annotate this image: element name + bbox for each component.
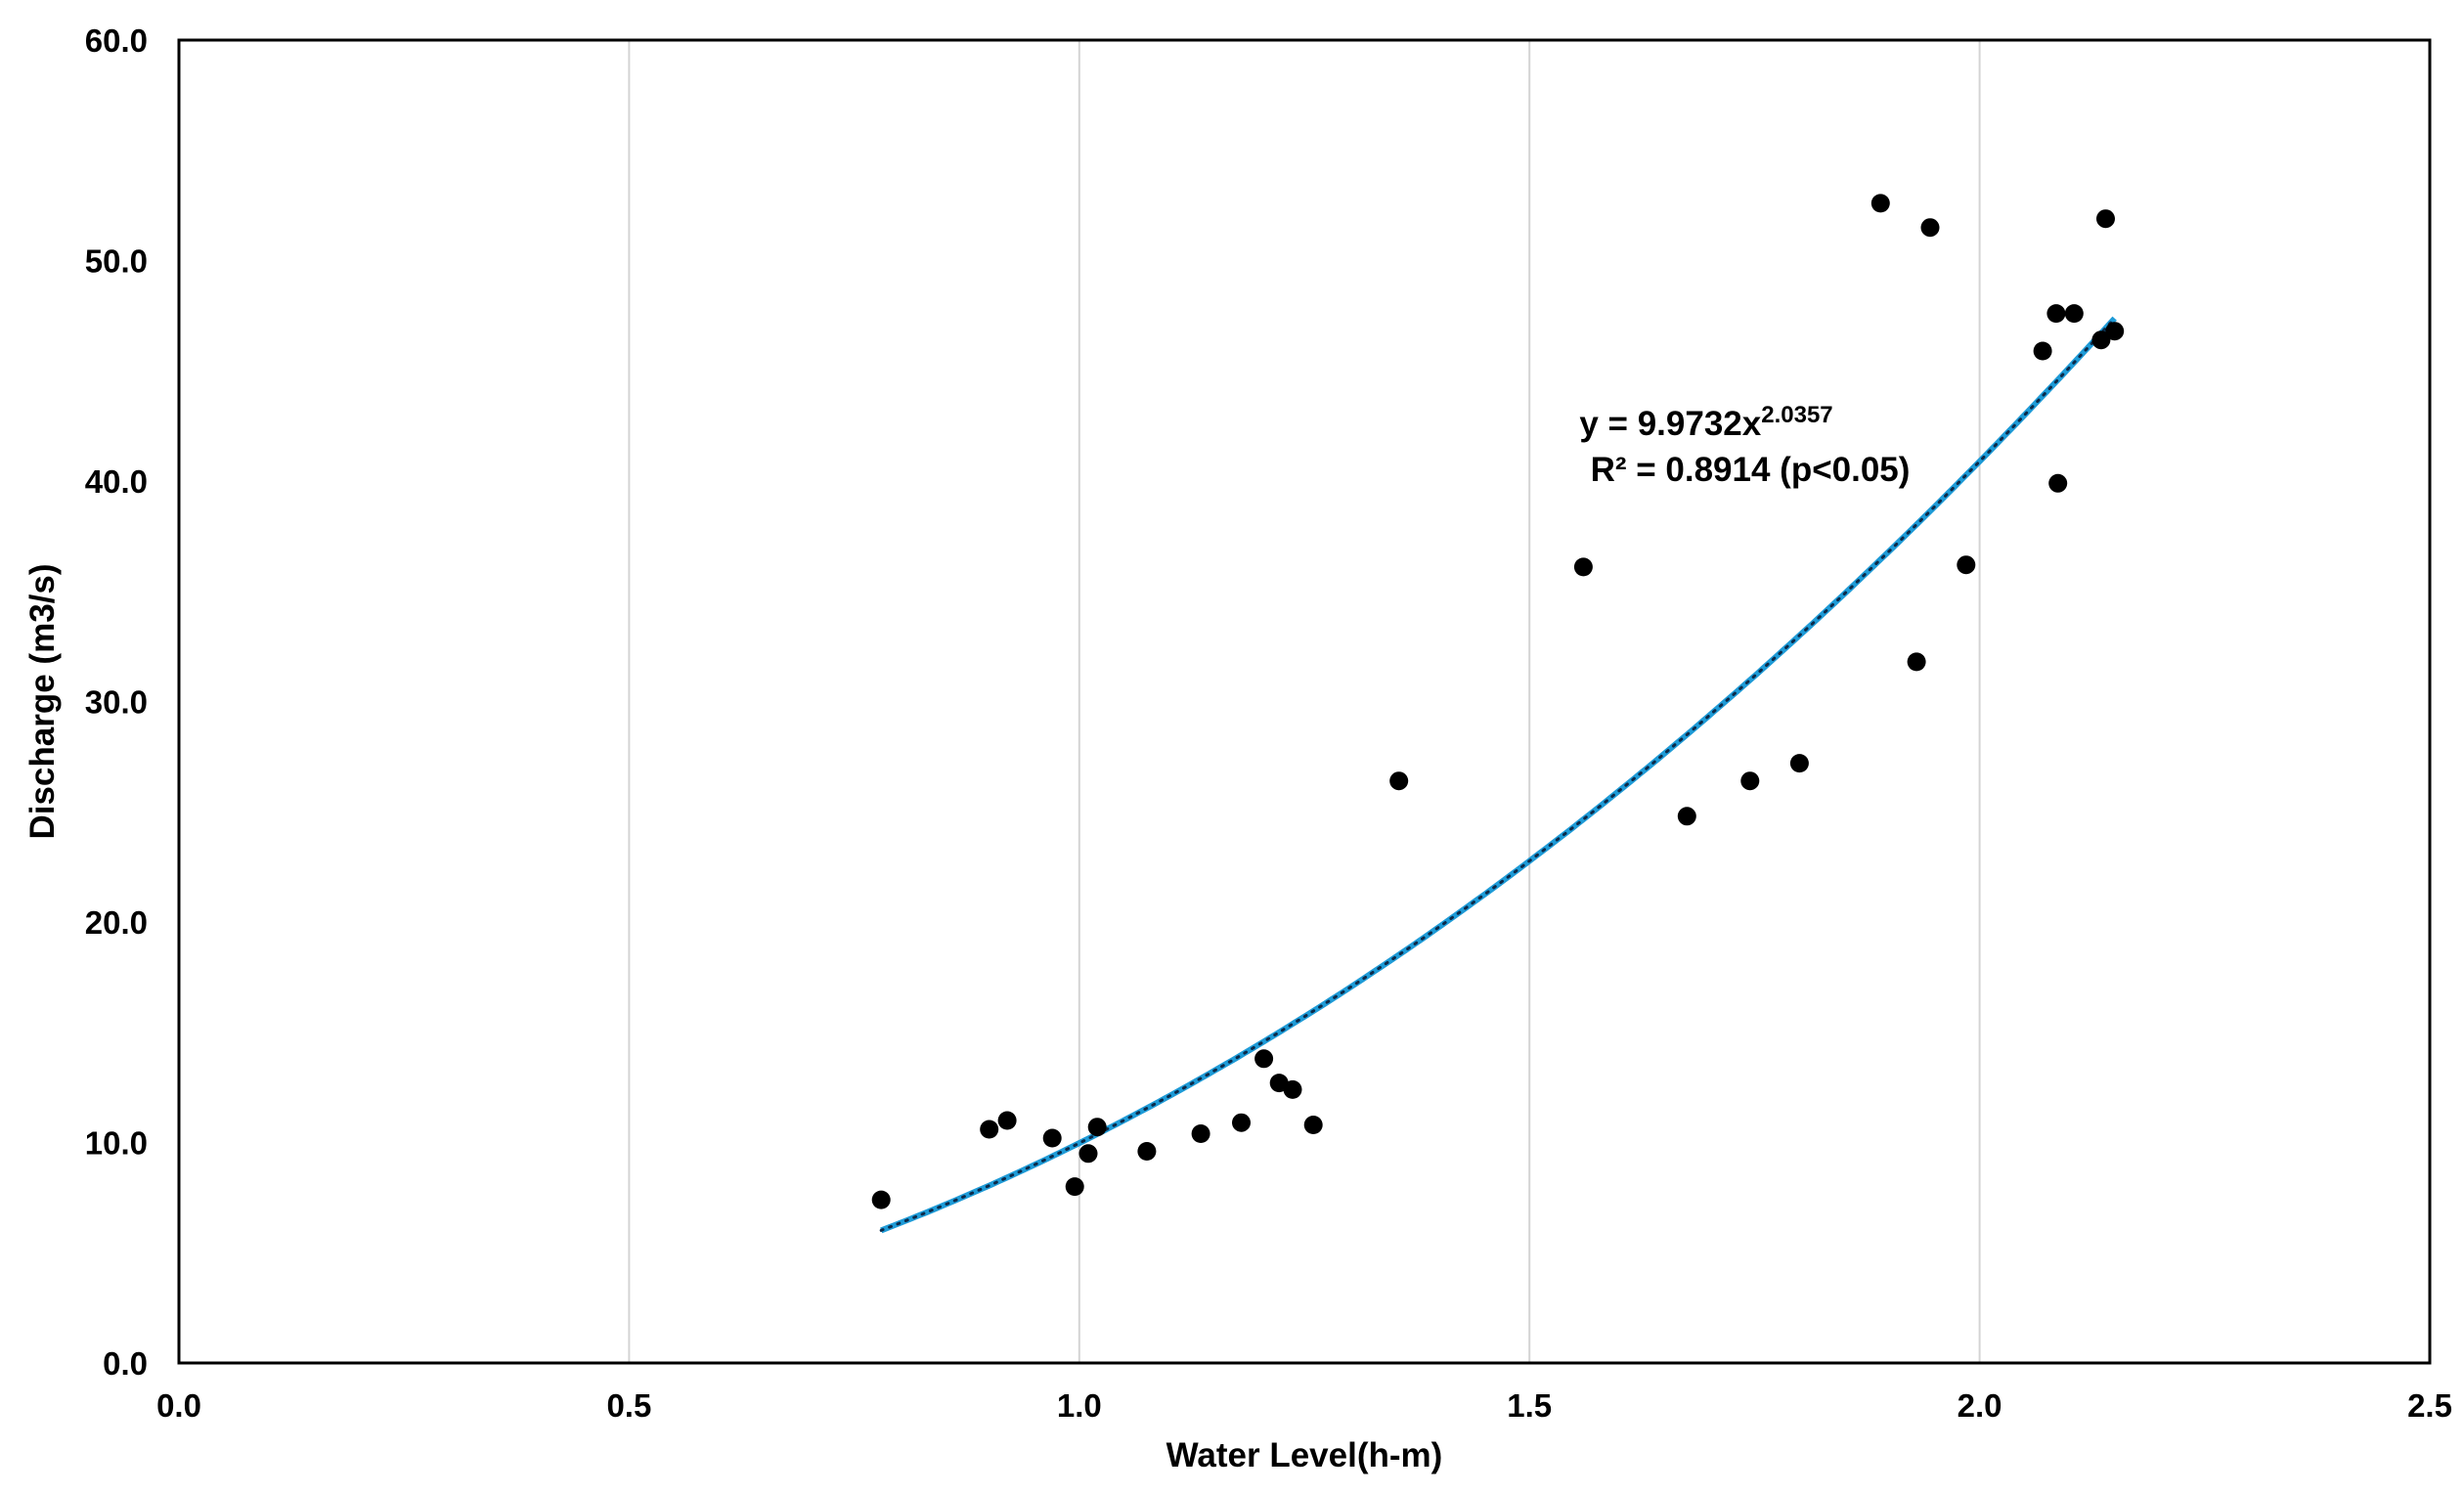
y-tick-label: 10.0 xyxy=(85,1125,148,1162)
data-point-10 xyxy=(1232,1113,1251,1132)
data-point-25 xyxy=(2046,304,2066,324)
y-tick-label: 30.0 xyxy=(85,684,148,721)
x-tick-label: 2.5 xyxy=(2407,1387,2452,1424)
data-points xyxy=(871,194,2125,1209)
data-point-26 xyxy=(2048,473,2068,493)
x-tick-label: 1.5 xyxy=(1507,1387,1552,1424)
y-axis-title: Discharge (m3/s) xyxy=(23,563,62,839)
data-point-7 xyxy=(1087,1118,1107,1137)
y-tick-label: 40.0 xyxy=(85,463,148,500)
data-point-24 xyxy=(2033,341,2052,361)
data-point-14 xyxy=(1303,1116,1323,1134)
data-point-5 xyxy=(1065,1177,1084,1197)
trendline-equation: y = 9.9732x2.0357 xyxy=(1579,402,1832,443)
data-point-18 xyxy=(1740,771,1760,791)
trendline-r-squared: R² = 0.8914 (p<0.05) xyxy=(1591,451,1911,489)
data-point-8 xyxy=(1137,1142,1157,1161)
data-point-11 xyxy=(1254,1049,1274,1069)
data-point-22 xyxy=(1920,218,1940,238)
data-point-1 xyxy=(871,1190,891,1209)
x-tick-label: 2.0 xyxy=(1958,1387,2002,1424)
x-axis-title: Water Level(h-m) xyxy=(1166,1436,1443,1474)
equation-exponent: 2.0357 xyxy=(1761,402,1832,428)
data-point-6 xyxy=(1078,1144,1098,1164)
data-point-3 xyxy=(997,1111,1017,1130)
trendline-group xyxy=(879,316,2117,1234)
data-point-23 xyxy=(1957,555,1976,575)
x-tick-label: 1.0 xyxy=(1057,1387,1102,1424)
x-tick-label: 0.0 xyxy=(156,1387,201,1424)
data-point-4 xyxy=(1042,1128,1062,1148)
data-point-9 xyxy=(1191,1124,1210,1143)
data-point-17 xyxy=(1677,807,1696,826)
data-point-2 xyxy=(980,1120,999,1139)
y-tick-label: 50.0 xyxy=(85,243,148,280)
data-point-21 xyxy=(1907,652,1926,672)
data-point-28 xyxy=(2091,330,2111,350)
trendline-dots xyxy=(879,317,2117,1232)
data-point-19 xyxy=(1789,754,1809,773)
data-point-16 xyxy=(1573,557,1593,577)
data-point-20 xyxy=(1870,194,1890,213)
y-tick-label: 60.0 xyxy=(85,22,148,59)
data-point-15 xyxy=(1389,771,1409,791)
x-tick-label: 0.5 xyxy=(606,1387,651,1424)
y-tick-label: 20.0 xyxy=(85,904,148,941)
x-axis-ticks: 0.0 0.5 1.0 1.5 2.0 2.5 xyxy=(156,1387,2452,1424)
y-tick-label: 0.0 xyxy=(103,1345,148,1382)
plot-area-frame xyxy=(177,38,2432,1365)
data-point-27 xyxy=(2064,304,2084,324)
data-point-29 xyxy=(2096,209,2115,229)
data-point-13 xyxy=(1283,1079,1302,1099)
equation-base: y = 9.9732x xyxy=(1579,405,1761,443)
y-axis-ticks: 0.0 10.0 20.0 30.0 40.0 50.0 60.0 xyxy=(85,22,148,1382)
data-point-30 xyxy=(2105,322,2125,341)
